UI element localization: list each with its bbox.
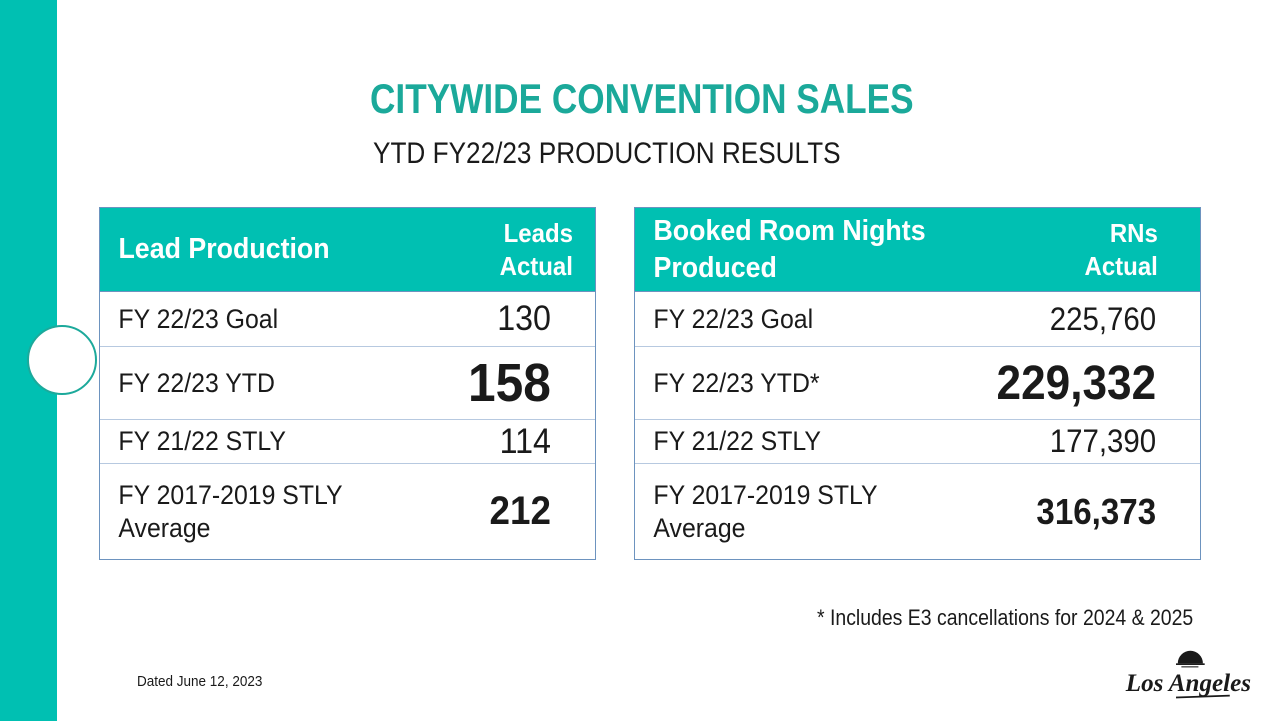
svg-text:Los Angeles: Los Angeles: [1125, 670, 1251, 697]
